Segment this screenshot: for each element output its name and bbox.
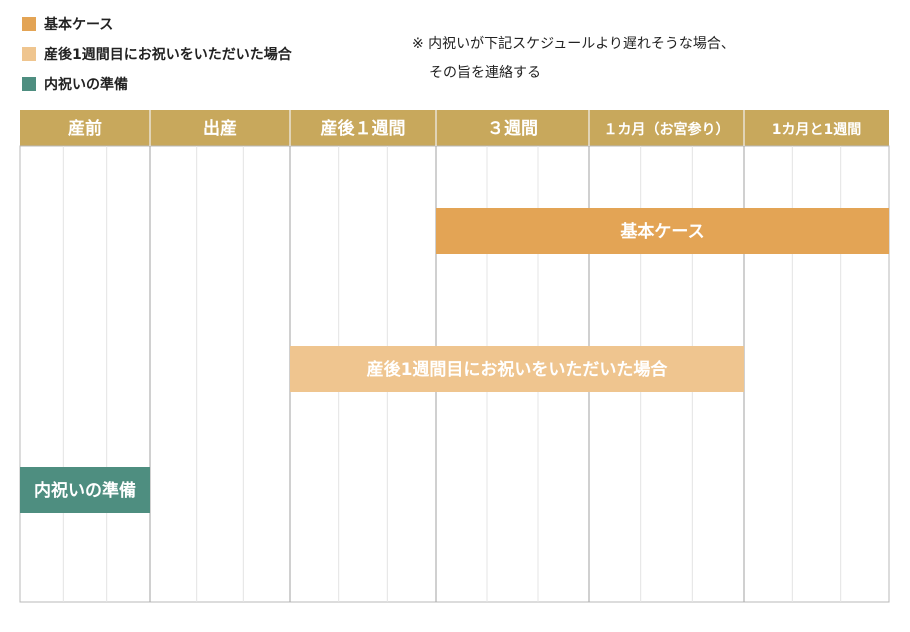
bar-label-2: 内祝いの準備 xyxy=(34,480,136,501)
header-label: 産後１週間 xyxy=(321,118,406,139)
schedule-note: ※ 内祝いが下記スケジュールより遅れそうな場合、 その旨を連絡する xyxy=(412,30,735,88)
legend-item-preparation: 内祝いの準備 xyxy=(22,74,292,94)
schedule-note-line1: ※ 内祝いが下記スケジュールより遅れそうな場合、 xyxy=(412,36,735,52)
bar-1 xyxy=(290,346,744,392)
legend-label-preparation: 内祝いの準備 xyxy=(44,77,128,93)
legend-swatch-one-week xyxy=(22,47,36,61)
header-label: １カ月（お宮参り） xyxy=(604,121,730,138)
legend-label-one-week: 産後1週間目にお祝いをいただいた場合 xyxy=(44,47,292,63)
header-label: 産前 xyxy=(68,118,102,139)
legend-swatch-basic-case xyxy=(22,17,36,31)
bar-0 xyxy=(436,208,889,254)
schedule-note-line2: その旨を連絡する xyxy=(429,65,541,81)
legend-swatch-preparation xyxy=(22,77,36,91)
bar-label-0: 基本ケース xyxy=(619,221,704,242)
legend-label-basic-case: 基本ケース xyxy=(44,17,114,33)
legend-item-basic-case: 基本ケース xyxy=(22,14,292,34)
header-label: ３週間 xyxy=(487,119,538,139)
bar-label-1: 産後1週間目にお祝いをいただいた場合 xyxy=(367,359,669,380)
bar-2 xyxy=(20,467,150,513)
header-label: 1カ月と1週間 xyxy=(772,122,861,138)
legend-item-one-week: 産後1週間目にお祝いをいただいた場合 xyxy=(22,44,292,64)
header-label: 出産 xyxy=(203,118,237,139)
legend: 基本ケース 産後1週間目にお祝いをいただいた場合 内祝いの準備 xyxy=(22,14,292,104)
